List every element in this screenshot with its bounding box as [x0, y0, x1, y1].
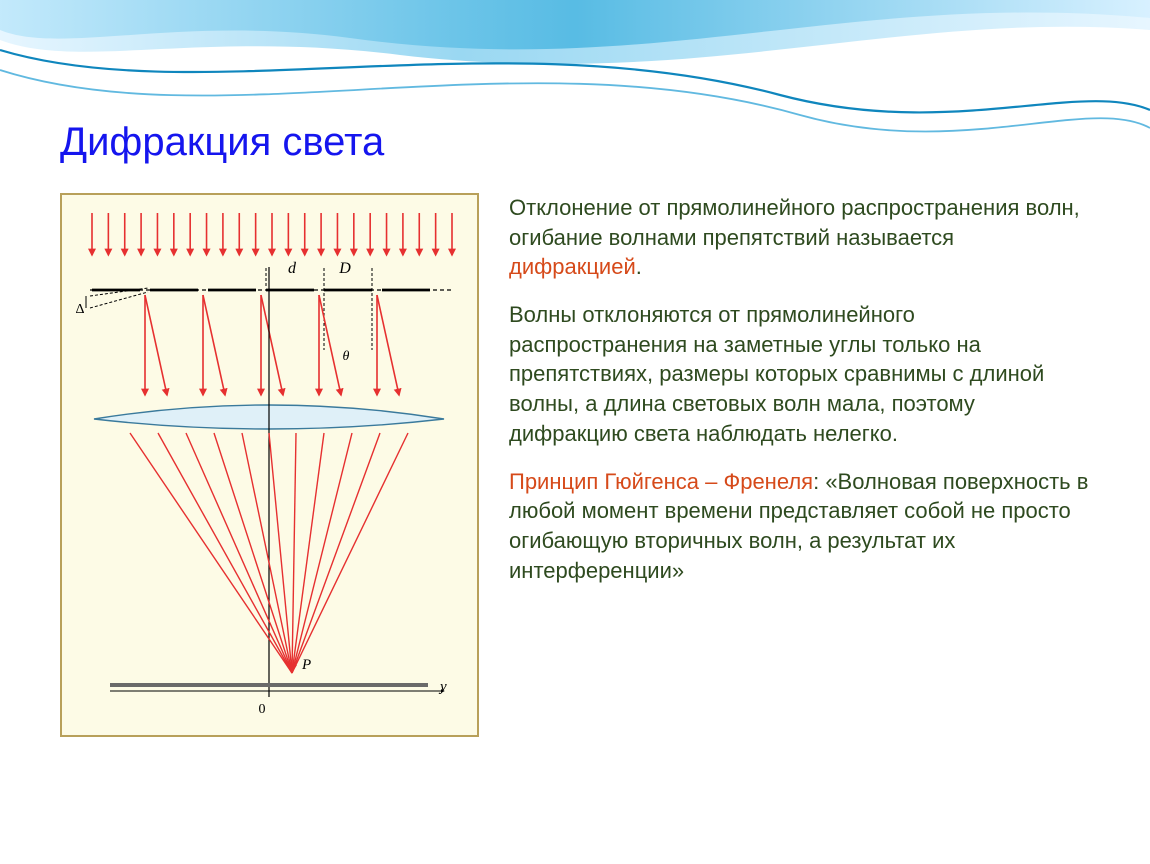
paragraph-2: Волны отклоняются от прямолинейного расп… [509, 300, 1090, 448]
svg-text:0: 0 [259, 702, 266, 717]
paragraph-3: Принцип Гюйгенса – Френеля: «Волновая по… [509, 467, 1090, 586]
p1-highlight: дифракцией [509, 254, 636, 279]
svg-text:y: y [438, 679, 447, 695]
slide: Дифракция света d D Δθ 0 y P Отклонение от пр… [0, 0, 1150, 864]
diffraction-diagram: d D Δθ 0 y P [60, 193, 479, 737]
svg-text:P: P [301, 657, 311, 673]
svg-text:d: d [288, 260, 297, 277]
content-row: d D Δθ 0 y P Отклонение от прямолинейного рас… [60, 193, 1090, 737]
svg-text:D: D [338, 260, 351, 277]
p1-text-b: . [636, 254, 642, 279]
svg-text:θ: θ [343, 349, 350, 364]
p3-highlight: Принцип Гюйгенса – Френеля [509, 469, 813, 494]
svg-text:Δ: Δ [75, 302, 84, 317]
text-column: Отклонение от прямолинейного распростран… [509, 193, 1090, 737]
slide-title: Дифракция света [60, 120, 1090, 165]
paragraph-1: Отклонение от прямолинейного распростран… [509, 193, 1090, 282]
p1-text-a: Отклонение от прямолинейного распростран… [509, 195, 1080, 250]
